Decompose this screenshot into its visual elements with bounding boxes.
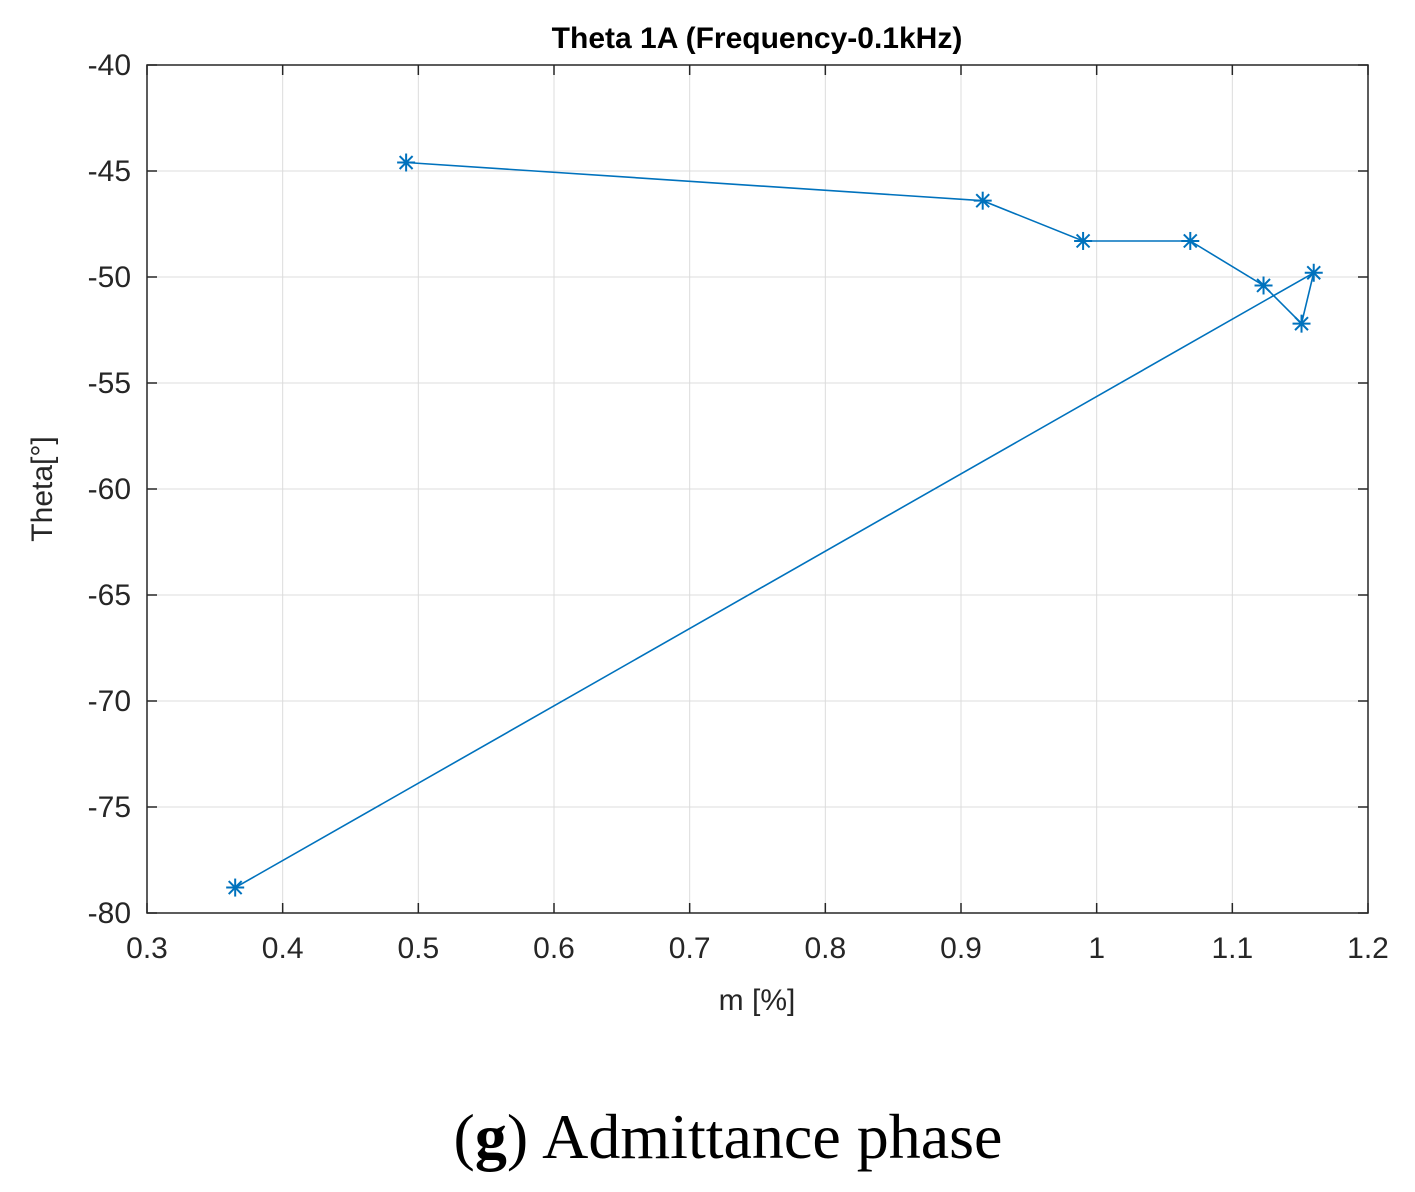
x-tick-label: 0.7 bbox=[669, 932, 711, 965]
chart-title: Theta 1A (Frequency-0.1kHz) bbox=[552, 22, 963, 55]
data-point-marker bbox=[397, 153, 416, 172]
series-layer bbox=[226, 153, 1323, 897]
figure-caption: (g) Admittance phase bbox=[454, 1101, 1003, 1172]
x-tick-label: 0.8 bbox=[804, 932, 846, 965]
y-tick-label: -55 bbox=[88, 367, 131, 400]
series-line bbox=[234, 161, 1315, 889]
y-tick-label: -70 bbox=[88, 685, 131, 718]
x-tick-label: 1 bbox=[1088, 932, 1105, 965]
caption-letter: g bbox=[475, 1101, 507, 1172]
ticks bbox=[146, 64, 1369, 914]
caption-text: Admittance phase bbox=[542, 1101, 1002, 1172]
data-point-marker bbox=[1292, 314, 1311, 333]
y-tick-label: -80 bbox=[88, 897, 131, 930]
y-tick-label: -60 bbox=[88, 473, 131, 506]
data-point-marker bbox=[1181, 231, 1200, 250]
y-tick-label: -65 bbox=[88, 579, 131, 612]
y-tick-label: -45 bbox=[88, 155, 131, 188]
x-axis-title: m [%] bbox=[719, 984, 796, 1017]
tick-labels: 0.3 0.4 0.5 0.6 0.7 0.8 0.9 1 1.1 1.2 -40 -45 -50 -55… bbox=[88, 49, 1389, 965]
x-tick-label: 0.6 bbox=[533, 932, 575, 965]
x-tick-label: 0.3 bbox=[126, 932, 168, 965]
y-tick-label: -40 bbox=[88, 49, 131, 82]
data-point-marker bbox=[226, 878, 245, 897]
x-tick-label: 1.2 bbox=[1347, 932, 1389, 965]
data-point-marker bbox=[973, 191, 992, 210]
caption-open-paren: ( bbox=[454, 1101, 475, 1172]
data-point-marker bbox=[1304, 263, 1323, 282]
y-tick-label: -75 bbox=[88, 791, 131, 824]
caption-close-paren: ) bbox=[507, 1101, 528, 1172]
x-tick-label: 0.5 bbox=[397, 932, 439, 965]
x-tick-label: 0.9 bbox=[940, 932, 982, 965]
y-tick-label: -50 bbox=[88, 261, 131, 294]
data-point-marker bbox=[1254, 276, 1273, 295]
data-point-marker bbox=[1074, 231, 1093, 250]
y-axis-title: Theta[°] bbox=[26, 436, 59, 541]
x-tick-label: 0.4 bbox=[262, 932, 304, 965]
x-tick-label: 1.1 bbox=[1211, 932, 1253, 965]
